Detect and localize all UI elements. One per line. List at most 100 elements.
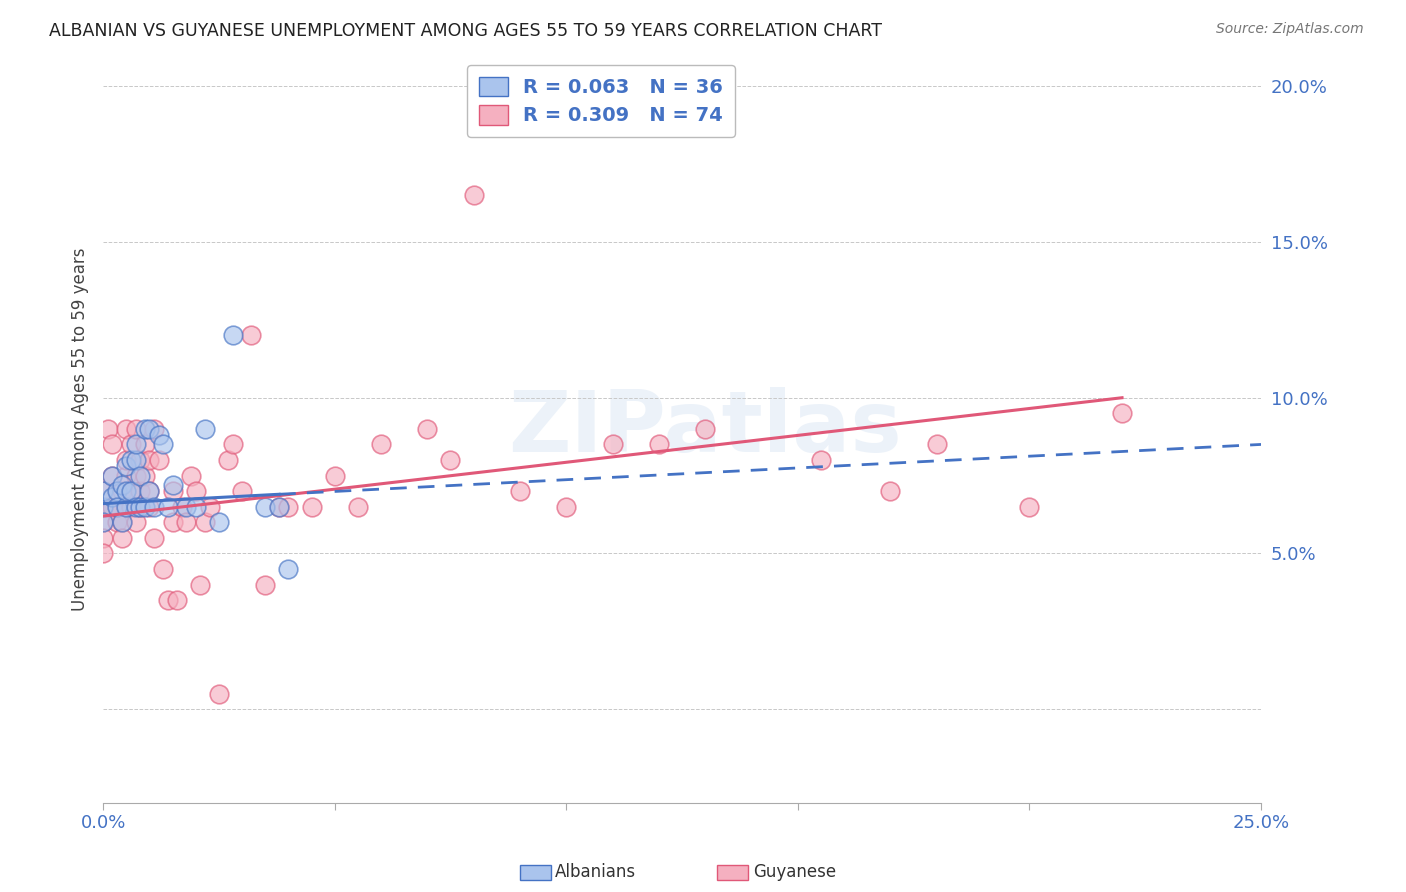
Point <box>269 500 291 514</box>
Point <box>370 437 392 451</box>
Point <box>111 531 134 545</box>
Point <box>134 500 156 514</box>
Point <box>120 437 142 451</box>
Point <box>124 516 146 530</box>
Point <box>129 484 152 499</box>
Point <box>231 484 253 499</box>
Point <box>120 484 142 499</box>
Point <box>101 500 124 514</box>
Point <box>115 468 138 483</box>
Point <box>277 562 299 576</box>
Point <box>91 500 114 514</box>
Point <box>194 516 217 530</box>
Point <box>416 422 439 436</box>
Point <box>105 484 128 499</box>
Point <box>91 484 114 499</box>
Text: Source: ZipAtlas.com: Source: ZipAtlas.com <box>1216 22 1364 37</box>
Point <box>129 453 152 467</box>
Point <box>91 500 114 514</box>
Point <box>1018 500 1040 514</box>
Point <box>509 484 531 499</box>
Point <box>198 500 221 514</box>
Point <box>240 328 263 343</box>
Point <box>101 491 124 505</box>
Point <box>269 500 291 514</box>
Point <box>148 453 170 467</box>
Point <box>194 422 217 436</box>
Point <box>156 593 179 607</box>
Point <box>134 437 156 451</box>
Text: Guyanese: Guyanese <box>754 863 837 881</box>
Point <box>162 478 184 492</box>
Point <box>347 500 370 514</box>
Point <box>162 516 184 530</box>
Point <box>277 500 299 514</box>
Point <box>91 531 114 545</box>
Point <box>134 422 156 436</box>
Point <box>111 484 134 499</box>
Point <box>152 437 174 451</box>
Point <box>180 468 202 483</box>
Point <box>91 484 114 499</box>
Point <box>222 437 245 451</box>
Point <box>143 422 166 436</box>
Point <box>810 453 832 467</box>
Point <box>301 500 323 514</box>
Point <box>143 500 166 514</box>
Point <box>101 437 124 451</box>
Point <box>115 422 138 436</box>
Point <box>143 531 166 545</box>
Point <box>124 422 146 436</box>
Point <box>208 687 231 701</box>
Text: ZIPatlas: ZIPatlas <box>509 387 903 470</box>
Y-axis label: Unemployment Among Ages 55 to 59 years: Unemployment Among Ages 55 to 59 years <box>72 247 89 611</box>
Point <box>124 500 146 514</box>
Point <box>166 593 188 607</box>
Point <box>115 453 138 467</box>
Point <box>101 468 124 483</box>
Point <box>105 484 128 499</box>
Point <box>138 453 160 467</box>
Point <box>148 428 170 442</box>
Point <box>91 516 114 530</box>
Point <box>323 468 346 483</box>
Point <box>254 577 277 591</box>
Point <box>120 484 142 499</box>
Point <box>925 437 948 451</box>
Point <box>222 328 245 343</box>
Point <box>156 500 179 514</box>
Point <box>129 468 152 483</box>
Point <box>162 484 184 499</box>
Point <box>217 453 239 467</box>
Point <box>254 500 277 514</box>
Point <box>111 478 134 492</box>
Point <box>115 459 138 474</box>
Point <box>138 484 160 499</box>
Text: ALBANIAN VS GUYANESE UNEMPLOYMENT AMONG AGES 55 TO 59 YEARS CORRELATION CHART: ALBANIAN VS GUYANESE UNEMPLOYMENT AMONG … <box>49 22 882 40</box>
Point <box>105 500 128 514</box>
Point <box>463 188 485 202</box>
Point <box>124 468 146 483</box>
Point <box>124 437 146 451</box>
Point <box>105 500 128 514</box>
Point <box>97 500 120 514</box>
Point <box>111 516 134 530</box>
Point <box>91 516 114 530</box>
Point <box>695 422 717 436</box>
Point <box>101 468 124 483</box>
Point <box>138 500 160 514</box>
Point <box>184 484 207 499</box>
Point <box>208 516 231 530</box>
Point <box>105 516 128 530</box>
Point <box>170 500 193 514</box>
Point <box>115 500 138 514</box>
Point <box>176 516 198 530</box>
Point <box>91 546 114 560</box>
Point <box>555 500 578 514</box>
Point <box>138 484 160 499</box>
Legend: R = 0.063   N = 36, R = 0.309   N = 74: R = 0.063 N = 36, R = 0.309 N = 74 <box>467 65 735 137</box>
Point <box>97 422 120 436</box>
Point <box>129 500 152 514</box>
Point <box>879 484 901 499</box>
Point <box>120 453 142 467</box>
